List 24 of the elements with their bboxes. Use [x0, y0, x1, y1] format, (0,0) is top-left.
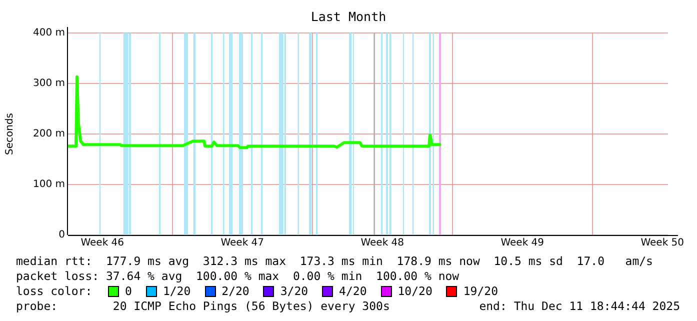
y-tick-label: 300 m [32, 78, 65, 90]
text: end: Thu Dec 11 18:44:44 2025 [479, 299, 680, 314]
legend-label: 4/20 [339, 284, 367, 299]
legend-label: 1/20 [162, 284, 191, 299]
text: packet loss: 37.64 % avg 100.00 % max 0.00 % min 100.00 % now [16, 269, 460, 284]
chart-title: Last Month [310, 9, 388, 24]
text: probe: 20 ICMP Echo Pings (56 Bytes) every 300s [16, 299, 390, 314]
legend-label: 2/20 [222, 284, 250, 299]
x-tick-label: Week 49 [500, 238, 544, 249]
x-tick-label: Week 46 [80, 238, 124, 249]
text: median rtt: 177.9 ms avg 312.3 ms max 173.3 ms min 178.9 ms now 10.5 ms sd 17.0 am/s [16, 254, 654, 269]
legend-label: 0 [125, 284, 132, 299]
y-tick-label: 400 m [32, 28, 65, 39]
y-tick-label: 0 [58, 230, 65, 241]
x-tick-label: Week 50 [640, 238, 684, 249]
y-tick-label: 200 m [32, 128, 65, 140]
legend-label: 19/20 [463, 284, 498, 299]
legend-label: 3/20 [280, 284, 308, 299]
y-tick-label: 100 m [32, 179, 65, 190]
y-axis-title: Seconds [4, 112, 16, 156]
legend-title: loss color: [16, 284, 94, 299]
x-tick-label: Week 48 [360, 238, 404, 249]
legend-label: 10/20 [398, 284, 432, 299]
x-tick-label: Week 47 [220, 238, 264, 249]
